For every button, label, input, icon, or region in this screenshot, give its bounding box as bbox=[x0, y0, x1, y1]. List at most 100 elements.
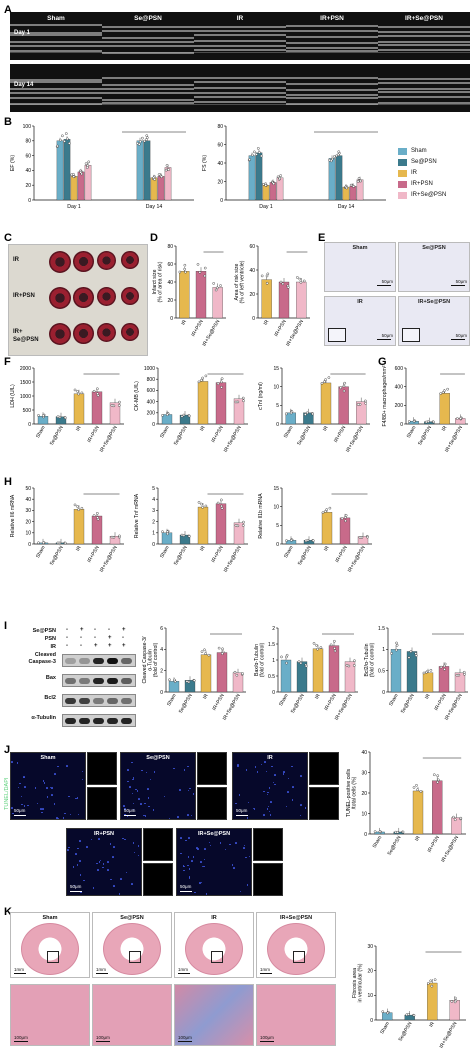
y-tick-label: 0 bbox=[364, 832, 367, 838]
nucleus-dot bbox=[20, 795, 23, 798]
nucleus-dot bbox=[237, 764, 239, 766]
y-tick-label: 100 bbox=[23, 124, 32, 130]
x-tick-label: Sham bbox=[278, 693, 290, 707]
nucleus-dot bbox=[187, 856, 190, 858]
data-point bbox=[395, 643, 399, 647]
nucleus-dot bbox=[23, 776, 25, 779]
nucleus-dot bbox=[183, 769, 186, 771]
blot-band bbox=[93, 658, 104, 664]
nucleus-dot bbox=[124, 838, 126, 841]
data-point bbox=[329, 159, 333, 163]
x-tick-label: Sham bbox=[283, 425, 295, 439]
data-point bbox=[220, 507, 224, 510]
nucleus-dot bbox=[209, 844, 212, 847]
bar bbox=[248, 155, 256, 201]
nucleus-dot bbox=[144, 802, 146, 805]
data-point bbox=[302, 279, 306, 283]
x-tick-label: Se@PSN bbox=[387, 835, 403, 857]
data-point bbox=[409, 650, 413, 653]
bar bbox=[197, 506, 209, 545]
heart-slice bbox=[121, 251, 139, 269]
data-point bbox=[160, 175, 164, 179]
image-title: IR+PSN bbox=[93, 831, 115, 837]
data-point bbox=[373, 830, 377, 833]
echo-trace bbox=[378, 102, 470, 104]
data-point bbox=[412, 419, 416, 423]
nucleus-dot bbox=[43, 782, 46, 784]
data-point bbox=[118, 534, 121, 538]
data-point bbox=[304, 413, 307, 416]
bar bbox=[157, 176, 165, 201]
masson-whole-heart: IR 1mm bbox=[174, 912, 254, 978]
treatment-sign: + bbox=[94, 643, 98, 649]
bar bbox=[150, 177, 158, 201]
x-tick-label: Sham bbox=[372, 835, 384, 849]
y-axis-label: TUNEL-positive cells bbox=[346, 769, 352, 818]
data-point bbox=[92, 389, 96, 393]
bar bbox=[255, 152, 263, 201]
data-point bbox=[364, 402, 367, 405]
data-point bbox=[200, 650, 204, 653]
immunostain-image: IR 50μm bbox=[324, 296, 396, 346]
legend-label: IR bbox=[411, 170, 417, 176]
legend-swatch bbox=[398, 148, 407, 155]
y-axis-label: Relative Il1b mRNA bbox=[258, 493, 264, 539]
data-point bbox=[333, 639, 336, 643]
y-tick-label: 15 bbox=[273, 366, 279, 372]
x-tick-label: IR bbox=[441, 425, 449, 433]
data-point bbox=[395, 641, 398, 645]
treatment-label: Se@PSN bbox=[32, 628, 56, 634]
nucleus-dot bbox=[90, 838, 93, 841]
chart-tunel-positive: TUNEL-positive cells/total cells (%) 0 10 2… bbox=[346, 750, 466, 863]
data-point bbox=[37, 414, 40, 417]
x-tick-label: Sham bbox=[35, 425, 47, 439]
data-point bbox=[143, 139, 146, 143]
heart-slice bbox=[73, 287, 94, 308]
data-point bbox=[342, 384, 346, 388]
blot-label: Caspase-3 bbox=[28, 659, 56, 665]
bar bbox=[422, 672, 434, 693]
data-point bbox=[87, 160, 91, 164]
data-point bbox=[280, 655, 283, 659]
data-point bbox=[73, 388, 77, 392]
data-point bbox=[439, 392, 443, 395]
y-tick-label: 5 bbox=[276, 523, 279, 529]
nucleus-dot bbox=[271, 765, 273, 768]
y-tick-label: 1500 bbox=[20, 380, 31, 386]
nucleus-dot bbox=[107, 869, 109, 871]
data-point bbox=[63, 140, 66, 143]
y-tick-label: 1000 bbox=[20, 394, 31, 400]
data-point bbox=[216, 501, 220, 505]
data-point bbox=[335, 154, 338, 158]
bar bbox=[73, 393, 85, 425]
y-tick-label: 0 bbox=[160, 690, 163, 696]
nucleus-dot bbox=[42, 808, 44, 810]
nucleus-dot bbox=[264, 761, 266, 763]
data-point bbox=[453, 818, 457, 821]
chart-cleaved-caspase3: Cleaved Caspase-3/α-Tubulin (fold of cont… bbox=[142, 626, 246, 721]
bar bbox=[73, 509, 85, 545]
data-point bbox=[251, 153, 254, 157]
scale-bar-label: 100μm bbox=[96, 1035, 110, 1040]
echo-trace bbox=[286, 103, 378, 105]
nucleus-dot bbox=[192, 856, 194, 858]
blot-band bbox=[65, 658, 76, 664]
echo-image bbox=[194, 64, 286, 112]
x-tick-label: IR+PSN bbox=[433, 693, 447, 712]
nucleus-dot bbox=[183, 869, 185, 872]
y-tick-label: 10 bbox=[273, 384, 279, 390]
image-title: IR+Se@PSN bbox=[279, 915, 313, 921]
data-point bbox=[305, 411, 309, 415]
y-axis-label: Fibrosis area bbox=[352, 968, 358, 998]
nucleus-dot bbox=[197, 848, 199, 850]
data-point bbox=[412, 1014, 416, 1017]
scale-bar-label: 50μm bbox=[381, 333, 393, 338]
data-point bbox=[459, 417, 462, 420]
nucleus-dot bbox=[200, 881, 203, 884]
dapi-channel bbox=[253, 863, 283, 896]
y-tick-label: 5 bbox=[276, 403, 279, 409]
tunel-channel bbox=[87, 752, 117, 785]
masson-whole-heart: Se@PSN 1mm bbox=[92, 912, 172, 978]
y-tick-label: 60 bbox=[167, 262, 173, 268]
data-point bbox=[333, 649, 337, 653]
